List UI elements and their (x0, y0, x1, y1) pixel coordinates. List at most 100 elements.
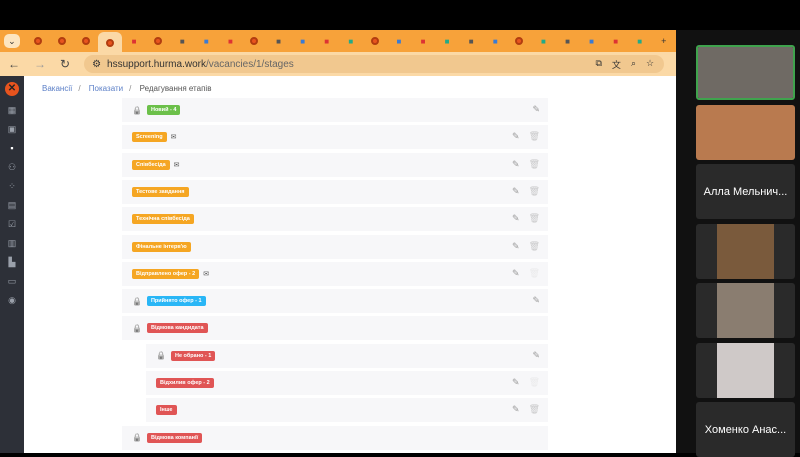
browser-tab-drive2[interactable]: ■ (628, 32, 652, 50)
browser-tab-calendar[interactable]: ■ (170, 32, 194, 50)
delete-trash-icon[interactable]: 🗑 (528, 213, 540, 224)
stage-badge[interactable]: Відмова кандидата (146, 323, 208, 334)
breadcrumb-show[interactable]: Показати (88, 84, 124, 93)
browser-tab-translate[interactable]: ■ (267, 32, 291, 50)
edit-pencil-icon[interactable]: ✎ (512, 404, 520, 415)
delete-trash-icon[interactable]: 🗑 (528, 404, 540, 415)
participant-tile[interactable] (696, 283, 795, 338)
sidebar-calendar-icon[interactable]: ▣ (7, 124, 17, 134)
breadcrumb-vacancies[interactable]: Вакансії (42, 84, 73, 93)
browser-tab-hurma[interactable] (74, 32, 98, 50)
sidebar-tasks-icon[interactable]: ☑ (7, 219, 17, 229)
sidebar-people-icon[interactable]: ⚇ (7, 162, 17, 172)
edit-pencil-icon[interactable]: ✎ (512, 240, 520, 251)
lock-icon: 🔒 (156, 351, 166, 361)
browser-tab-hurma-active[interactable] (97, 32, 123, 54)
hurma-logo[interactable]: ✕ (5, 82, 19, 96)
browser-tab-settings[interactable]: ■ (387, 32, 411, 50)
edit-pencil-icon[interactable]: ✎ (532, 349, 540, 360)
delete-trash-icon[interactable]: 🗑 (528, 131, 540, 142)
browser-tab-book[interactable]: ■ (122, 32, 146, 50)
sidebar-structure-icon[interactable]: ⁘ (8, 181, 16, 191)
browser-tab-compass[interactable]: ■ (483, 32, 507, 50)
edit-pencil-icon[interactable]: ✎ (512, 267, 520, 278)
browser-tab-hurma[interactable] (146, 32, 170, 50)
delete-trash-icon[interactable]: 🗑 (528, 158, 540, 169)
stage-badge[interactable]: Фінальне інтерв'ю (132, 241, 191, 252)
participant-tile[interactable] (696, 45, 795, 100)
browser-tab-hurma[interactable] (26, 32, 50, 50)
site-settings-icon[interactable]: ⚙ (92, 58, 102, 70)
browser-tab-media[interactable]: ■ (194, 32, 218, 50)
participant-tile[interactable] (696, 104, 795, 160)
stage-badge[interactable]: Співбесіда (132, 159, 170, 170)
stage-badge[interactable]: Тестове завдання (132, 186, 189, 197)
screen-top-bar (0, 0, 800, 30)
sidebar-reports-icon[interactable]: ▥ (7, 238, 17, 248)
stage-badge[interactable]: Інше (156, 405, 177, 416)
url-host: hssupport.hurma.work (107, 58, 206, 70)
participant-tile[interactable]: Алла Мельнич... (696, 164, 795, 219)
edit-pencil-icon[interactable]: ✎ (512, 158, 520, 169)
sidebar-analytics-icon[interactable]: ▙ (8, 257, 16, 267)
url-field[interactable]: ⚙ hssupport.hurma.work/vacancies/1/stage… (84, 55, 665, 73)
stage-row: 🔒 Не обрано - 1 ✎ (146, 343, 548, 368)
edit-pencil-icon[interactable]: ✎ (532, 104, 540, 114)
bookmark-star-icon[interactable]: ☆ (645, 57, 655, 68)
browser-tab-globe[interactable]: ■ (435, 32, 459, 50)
edit-pencil-icon[interactable]: ✎ (512, 185, 520, 196)
browser-tab-hurma[interactable] (242, 32, 266, 50)
browser-tab-drive[interactable]: ■ (315, 32, 339, 50)
drive2-icon: ■ (637, 36, 643, 46)
edit-pencil-icon[interactable]: ✎ (512, 213, 520, 224)
sidebar-documents-icon[interactable]: ▤ (7, 200, 17, 210)
app-icon: ■ (227, 36, 233, 46)
stage-badge[interactable]: Технічна співбесіда (132, 214, 194, 225)
open-icon[interactable]: ⧉ (595, 57, 602, 68)
edit-pencil-icon[interactable]: ✎ (512, 377, 520, 387)
browser-tab-bookmark[interactable]: ■ (459, 32, 483, 50)
hurma-favicon-icon (106, 39, 114, 47)
participant-tile[interactable] (696, 342, 795, 398)
participant-tile[interactable]: Хоменко Анас... (696, 402, 795, 457)
browser-tab-plus-green[interactable]: ■ (555, 32, 579, 50)
sidebar-vacancies-icon[interactable]: ▪ (10, 143, 14, 153)
browser-tab-gmail[interactable]: ■ (604, 32, 628, 50)
stage-badge[interactable]: Новий - 4 (146, 105, 181, 115)
participant-tile[interactable] (696, 223, 795, 279)
plus-green-icon: ■ (565, 36, 570, 46)
browser-tab-menu[interactable]: ⌄ (4, 34, 20, 48)
sidebar-profile-icon[interactable]: ◉ (8, 295, 16, 305)
browser-tab-app[interactable]: ■ (218, 32, 242, 50)
delete-trash-icon[interactable]: 🗑 (528, 185, 540, 196)
stage-badge[interactable]: Відмова компанії (146, 432, 203, 443)
browser-tab-tool[interactable]: ■ (339, 32, 363, 50)
browser-tab-hurma[interactable] (363, 32, 387, 50)
participant-video (696, 104, 795, 160)
zoom-icon[interactable]: ⌕ (630, 57, 636, 68)
participant-video (717, 342, 774, 398)
sidebar-dashboard-icon[interactable]: ▦ (7, 105, 17, 115)
stage-badge[interactable]: Відхилив офер - 2 (156, 378, 214, 388)
delete-trash-icon[interactable]: 🗑 (528, 240, 540, 251)
browser-tab-youtube[interactable]: ■ (580, 32, 604, 50)
youtube-icon: ■ (589, 36, 594, 46)
edit-pencil-icon[interactable]: ✎ (512, 131, 520, 142)
browser-tab-mail[interactable]: ■ (291, 32, 315, 50)
browser-tab-hurma[interactable] (50, 32, 74, 50)
forward-icon[interactable]: → (34, 57, 46, 71)
browser-tab-direction[interactable]: ■ (411, 32, 435, 50)
stage-badge[interactable]: Відправлено офер - 2 (132, 268, 200, 279)
browser-tab-close[interactable]: ■ (531, 32, 555, 50)
browser-tab-hurma[interactable] (507, 32, 531, 50)
translate-icon[interactable]: 文 (611, 59, 621, 70)
reload-icon[interactable]: ↻ (60, 57, 71, 71)
browser-tab-new-tab[interactable]: + (661, 36, 667, 46)
stage-badge[interactable]: Прийнято офер - 1 (146, 296, 206, 307)
sidebar-knowledge-icon[interactable]: ▭ (7, 276, 17, 286)
edit-pencil-icon[interactable]: ✎ (532, 295, 540, 306)
row-actions: ✎ 🗑 (512, 159, 540, 170)
back-icon[interactable]: ← (8, 57, 20, 71)
stage-badge[interactable]: Screening (132, 132, 167, 143)
stage-badge[interactable]: Не обрано - 1 (170, 350, 216, 361)
